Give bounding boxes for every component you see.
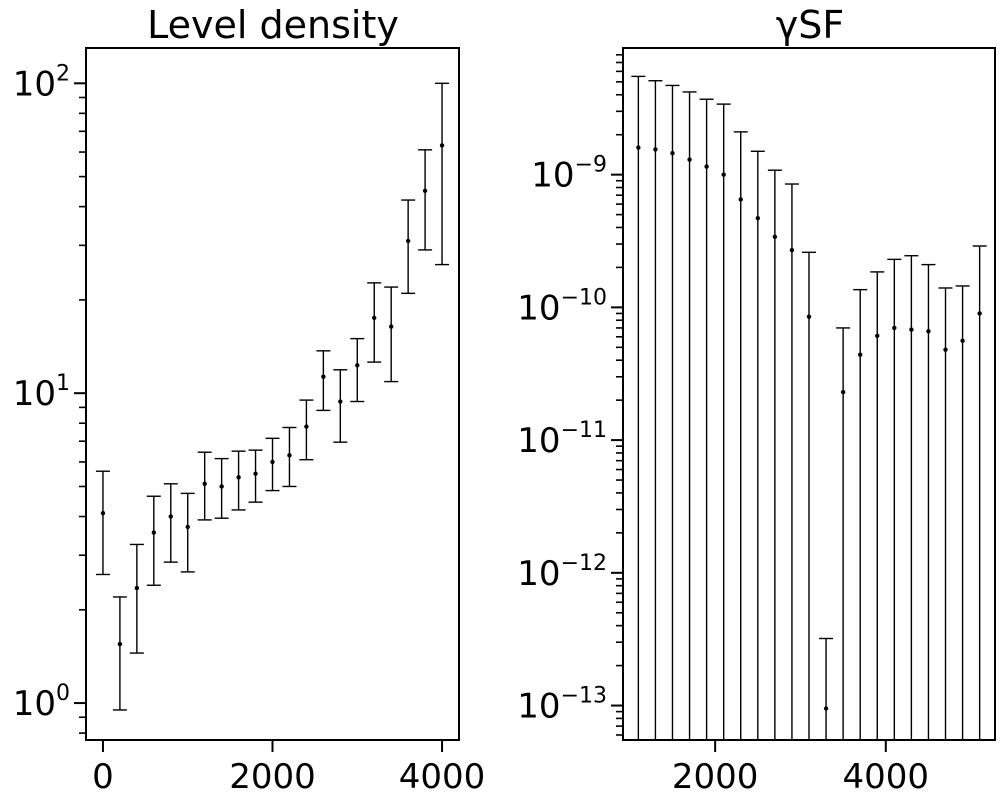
data-point bbox=[857, 352, 863, 357]
data-point bbox=[388, 324, 394, 329]
data-point bbox=[892, 325, 897, 331]
data-point bbox=[185, 524, 190, 530]
data-point bbox=[806, 314, 812, 319]
x-tick-label: 4000 bbox=[843, 757, 930, 797]
data-point bbox=[789, 247, 795, 253]
data-point bbox=[202, 481, 207, 487]
x-tick-label: 2000 bbox=[672, 757, 759, 797]
data-point bbox=[372, 315, 377, 321]
data-point bbox=[355, 363, 360, 368]
data-point bbox=[926, 329, 931, 334]
x-tick-label: 4000 bbox=[399, 757, 486, 797]
data-point bbox=[636, 145, 641, 150]
data-point bbox=[875, 333, 880, 339]
plot-frame bbox=[85, 47, 460, 741]
y-tick-label: 102 bbox=[13, 61, 70, 104]
data-point bbox=[943, 347, 948, 352]
data-point bbox=[909, 327, 914, 332]
y-tick-label: 10−13 bbox=[517, 684, 607, 727]
data-point bbox=[977, 311, 982, 316]
data-point bbox=[270, 459, 275, 465]
data-point bbox=[338, 399, 343, 404]
data-point bbox=[253, 471, 258, 476]
y-tick-label: 10−11 bbox=[517, 418, 607, 461]
data-point bbox=[721, 172, 726, 177]
data-point bbox=[960, 338, 965, 343]
y-tick-label: 10−12 bbox=[517, 551, 607, 594]
data-point bbox=[772, 234, 778, 240]
data-point bbox=[117, 641, 123, 647]
data-point bbox=[738, 197, 743, 202]
chart-title: Level density bbox=[147, 3, 399, 47]
data-point bbox=[304, 424, 309, 429]
data-point bbox=[219, 484, 224, 489]
data-point bbox=[840, 389, 846, 395]
data-point bbox=[405, 238, 411, 244]
data-point bbox=[439, 143, 445, 148]
x-tick-label: 0 bbox=[92, 757, 114, 797]
data-point bbox=[422, 188, 428, 193]
data-point bbox=[823, 706, 829, 711]
chart-title: γSF bbox=[776, 3, 844, 47]
data-point bbox=[134, 585, 140, 591]
y-tick-label: 10−9 bbox=[531, 153, 607, 196]
data-point bbox=[236, 475, 241, 480]
gsf-panel: γSF 10−9 10−10 10−11 10−12 10−13 2000 4000 bbox=[517, 3, 996, 797]
x-tick-label: 2000 bbox=[229, 757, 316, 797]
data-point bbox=[321, 374, 326, 379]
data-point bbox=[687, 157, 692, 162]
y-tick-label: 100 bbox=[13, 681, 70, 724]
data-point bbox=[755, 215, 761, 221]
data-point bbox=[704, 164, 709, 169]
data-point bbox=[670, 151, 675, 156]
data-point bbox=[168, 514, 173, 519]
data-point bbox=[100, 510, 106, 516]
level-density-panel: Level density 100 101 102 0 2000 4000 bbox=[13, 3, 486, 797]
data-point bbox=[287, 453, 292, 458]
data-point bbox=[653, 147, 658, 152]
data-point bbox=[151, 530, 157, 535]
y-tick-label: 10−10 bbox=[517, 285, 607, 328]
y-tick-label: 101 bbox=[13, 371, 70, 414]
